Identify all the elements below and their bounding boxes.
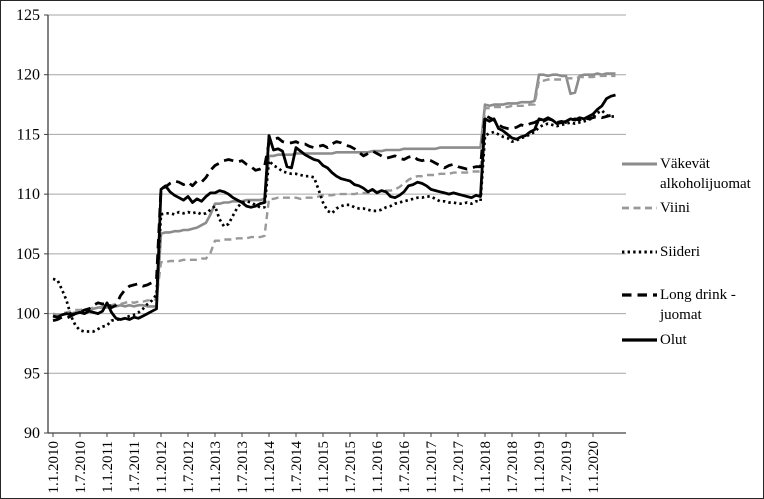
legend-line-sample-vakevat [622,154,660,174]
x-axis-label: 1.1.2013 [208,441,224,494]
legend-line-sample-siideri [622,242,660,262]
x-axis-label: 1.1.2012 [154,441,170,494]
y-axis-label: 105 [16,246,40,263]
series-line-olut [52,93,616,321]
x-axis-label: 1.7.2012 [181,441,197,494]
x-axis-label: 1.1.2015 [316,441,332,494]
legend-label-line: Siideri [660,244,700,260]
legend-line-sample-olut [622,330,660,350]
y-axis-label: 95 [24,365,40,382]
legend-label-line: Väkevät [660,156,710,172]
x-axis-label: 1.7.2015 [343,441,359,494]
y-axis-label: 115 [17,126,40,143]
viini-line-sample-icon [622,206,657,210]
x-axis-label: 1.7.2011 [127,441,143,493]
legend-line-sample-longdrink [622,285,660,305]
legend-item-viini: Viini [622,198,690,218]
legend-item-vakevat: Väkevät alkoholijuomat [622,154,751,194]
legend-label-longdrink: Long drink - juomat [660,285,736,325]
chart-legend: Väkevät alkoholijuomat Viini Siideri Lon… [622,1,762,498]
x-axis-label: 1.1.2017 [424,441,440,494]
x-axis-label: 1.7.2017 [451,441,467,494]
x-axis-label: 1.1.2020 [586,441,602,494]
vakevat-line-sample-icon [622,162,657,166]
legend-label-olut: Olut [660,330,687,350]
x-axis-label: 1.7.2016 [397,441,413,494]
y-axis-label: 110 [17,186,40,203]
x-axis-label: 1.7.2014 [289,441,305,494]
legend-item-siideri: Siideri [622,242,700,262]
legend-item-longdrink: Long drink - juomat [622,285,736,325]
x-axis-label: 1.7.2013 [235,441,251,494]
legend-label-line: Olut [660,332,687,348]
legend-label-siideri: Siideri [660,242,700,262]
legend-label-line: juomat [660,307,702,323]
x-axis-label: 1.7.2010 [73,441,89,494]
x-axis-label: 1.1.2018 [478,441,494,494]
x-axis-label: 1.1.2011 [100,441,116,493]
y-axis-label: 120 [16,67,40,84]
y-axis-label: 125 [16,7,40,24]
series-line-longdrink [52,113,616,323]
legend-label-line: Viini [660,200,690,216]
olut-line-sample-icon [622,338,657,342]
x-axis-label: 1.1.2010 [46,441,62,494]
siideri-line-sample-icon [622,250,657,254]
y-axis-label: 90 [24,425,40,442]
legend-label-vakevat: Väkevät alkoholijuomat [660,154,751,194]
x-axis-label: 1.1.2016 [370,441,386,494]
y-axis-label: 100 [16,306,40,323]
x-axis-label: 1.1.2019 [532,441,548,494]
legend-label-viini: Viini [660,198,690,218]
series-line-viini [52,74,616,316]
x-axis-label: 1.7.2019 [559,441,575,494]
legend-line-sample-viini [622,198,660,218]
legend-label-line: Long drink - [660,287,736,303]
legend-label-line: alkoholijuomat [660,176,751,192]
x-axis-label: 1.7.2018 [505,441,521,494]
series-line-vakevat [52,72,616,319]
longdrink-line-sample-icon [622,293,657,297]
x-axis-label: 1.1.2014 [262,441,278,494]
legend-item-olut: Olut [622,330,687,350]
